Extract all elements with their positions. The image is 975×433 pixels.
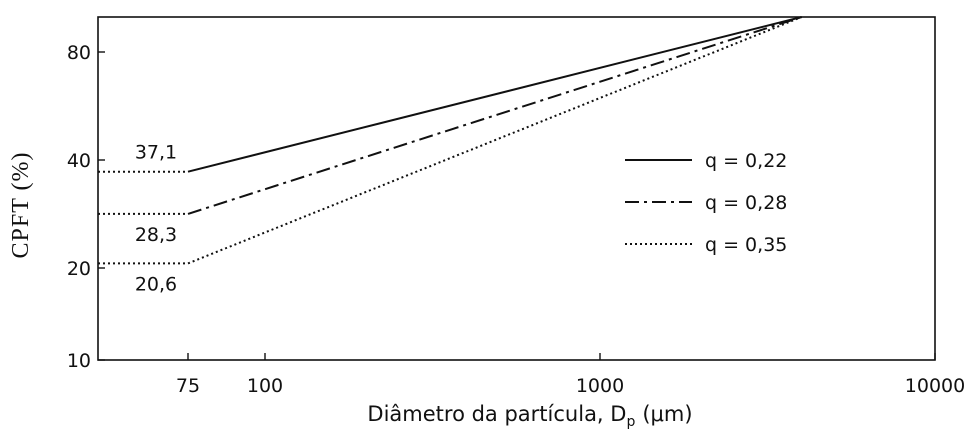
series-3 (98, 16, 803, 265)
series-lines (98, 16, 803, 265)
x-axis-label: Diâmetro da partícula, Dp (μm) (367, 402, 692, 430)
series-3-segment-2-dotted (187, 16, 803, 265)
series-1-segment-2-solid (187, 16, 802, 173)
x-tick-label: 1000 (576, 375, 624, 397)
series-1 (98, 16, 802, 173)
legend-label: q = 0,22 (705, 150, 787, 172)
x-axis-label-text: Diâmetro da partícula, D (367, 402, 626, 426)
value-annotation: 28,3 (135, 224, 177, 246)
value-annotations: 37,1 28,3 20,6 (135, 142, 177, 296)
y-tick-label: 80 (67, 42, 91, 64)
y-tick-label: 40 (67, 150, 91, 172)
series-2-segment-2-dash-dot (187, 16, 803, 215)
legend-label: q = 0,28 (705, 192, 787, 214)
axis-ticks (98, 51, 936, 361)
legend-entry: q = 0,35 (625, 234, 787, 256)
y-axis-label: CPFT (%) (8, 152, 34, 259)
x-axis-label-suffix: (μm) (642, 402, 692, 426)
legend-entry: q = 0,22 (625, 150, 787, 172)
y-tick-label: 10 (67, 350, 91, 372)
value-annotation: 37,1 (135, 142, 177, 164)
legend-label: q = 0,35 (705, 234, 787, 256)
legend: q = 0,22 q = 0,28 q = 0,35 (625, 150, 787, 256)
value-annotation: 20,6 (135, 273, 177, 295)
plot-frame (97, 16, 936, 361)
x-tick-label: 75 (176, 375, 200, 397)
x-tick-label: 100 (247, 375, 283, 397)
y-tick-label: 20 (67, 258, 91, 280)
series-2 (98, 16, 803, 215)
x-axis-label-subscript: p (626, 414, 635, 430)
legend-entry: q = 0,28 (625, 192, 787, 214)
axis-tick-labels: 75 100 1000 10000 10 20 40 80 (67, 42, 965, 397)
x-tick-label: 10000 (905, 375, 965, 397)
